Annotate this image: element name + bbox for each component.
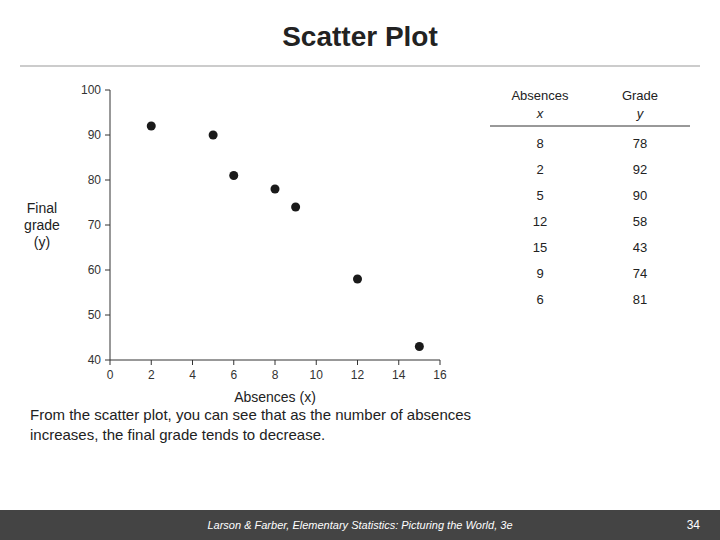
y-tick-label: 70: [88, 218, 102, 232]
chart-root: Scatter Plot 0 2 4 6 8 10 12 14 16 40 50 60 70 80 90 100…: [0, 0, 720, 540]
table-header: x: [536, 106, 544, 121]
x-tick-label: 12: [351, 368, 365, 382]
point: [353, 275, 362, 284]
table-header: Grade: [622, 88, 658, 103]
y-tick: [105, 360, 110, 361]
table-cell: 92: [633, 162, 647, 177]
x-tick: [440, 360, 441, 365]
y-tick: [105, 90, 110, 91]
x-tick: [316, 360, 317, 365]
table-cell: 8: [536, 136, 543, 151]
table-cell: 43: [633, 240, 647, 255]
x-tick-label: 4: [189, 368, 196, 382]
table-cell: 12: [533, 214, 547, 229]
footer-text: Larson & Farber, Elementary Statistics: …: [207, 519, 512, 531]
title: Scatter Plot: [282, 21, 438, 52]
table-header: y: [636, 106, 645, 121]
table-cell: 6: [536, 292, 543, 307]
point: [415, 342, 424, 351]
x-tick: [192, 360, 193, 365]
y-tick-label: 90: [88, 128, 102, 142]
x-tick: [357, 360, 358, 365]
table-cell: 90: [633, 188, 647, 203]
point: [229, 171, 238, 180]
x-tick-label: 16: [433, 368, 447, 382]
axes: 0 2 4 6 8 10 12 14 16 40 50 60 70 80 90 100: [81, 83, 447, 382]
x-tick-label: 6: [230, 368, 237, 382]
y-tick: [105, 270, 110, 271]
footer-bar: [0, 510, 720, 540]
y-tick-label: 40: [88, 353, 102, 367]
x-tick-label: 8: [272, 368, 279, 382]
x-axis-label: Absences (x): [234, 389, 316, 405]
point: [209, 131, 218, 140]
x-tick: [233, 360, 234, 365]
points: [147, 122, 424, 352]
point: [147, 122, 156, 131]
y-tick: [105, 135, 110, 136]
point: [271, 185, 280, 194]
point: [291, 203, 300, 212]
table-cell: 81: [633, 292, 647, 307]
x-tick: [398, 360, 399, 365]
y-tick: [105, 225, 110, 226]
table-cell: 15: [533, 240, 547, 255]
y-axis-label: Finalgrade(y): [24, 200, 60, 250]
y-tick-label: 80: [88, 173, 102, 187]
y-tick-label: 50: [88, 308, 102, 322]
table-cell: 5: [536, 188, 543, 203]
y-tick: [105, 315, 110, 316]
x-tick: [151, 360, 152, 365]
x-tick-label: 10: [310, 368, 324, 382]
table-header: Absences: [511, 88, 569, 103]
table-rule: [490, 126, 690, 127]
data-table: Absences x Grade y 8 2 5 12 15 9 6 78 92 90 58 43 74 81: [490, 88, 690, 307]
table-cell: 78: [633, 136, 647, 151]
x-tick: [110, 360, 111, 365]
table-cell: 2: [536, 162, 543, 177]
x-tick-label: 14: [392, 368, 406, 382]
y-tick-label: 60: [88, 263, 102, 277]
title-rule: [20, 66, 700, 67]
x-tick-label: 0: [107, 368, 114, 382]
table-cell: 9: [536, 266, 543, 281]
page-number: 34: [687, 518, 701, 532]
x-tick-label: 2: [148, 368, 155, 382]
table-cell: 58: [633, 214, 647, 229]
y-tick: [105, 180, 110, 181]
x-tick: [275, 360, 276, 365]
table-cell: 74: [633, 266, 647, 281]
body-text: From the scatter plot, you can see that …: [30, 406, 471, 443]
y-tick-label: 100: [81, 83, 101, 97]
